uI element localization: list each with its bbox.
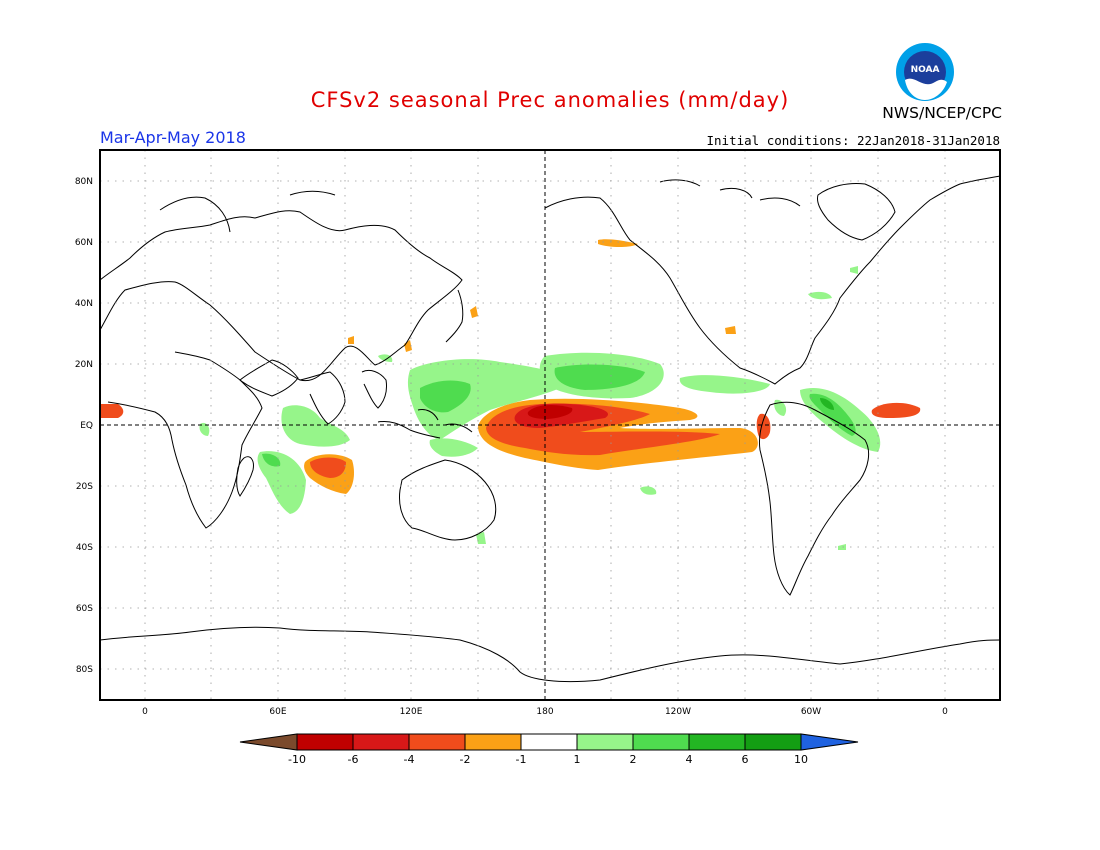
longitude-labels: 0 60E 120E 180 120W 60W 0 [142, 707, 948, 717]
graticule [100, 150, 1000, 700]
dry-anomaly-indian-ocean-core [310, 457, 346, 478]
wet-anomaly-east-atlantic [199, 422, 210, 436]
dry-anomaly-alaska [598, 239, 638, 247]
lon-label: 120E [400, 707, 423, 717]
wet-anomaly-speck [850, 266, 858, 274]
colorbar-swatch [520, 733, 578, 751]
colorbar-swatch [464, 733, 522, 751]
coastline-southeast-asia [361, 369, 387, 409]
colorbar-swatch [296, 733, 354, 751]
wet-anomaly-caribbean [679, 375, 770, 394]
noaa-logo: NOAA [896, 43, 954, 101]
wet-anomaly-colombia [774, 399, 787, 416]
colorbar-tick-label: -2 [460, 753, 471, 766]
lat-label: 60S [76, 604, 93, 614]
lon-label: 0 [942, 707, 948, 717]
map-frame [99, 149, 1001, 701]
reference-lines [100, 150, 1000, 700]
colorbar-tick-label: 4 [686, 753, 693, 766]
dry-speck [348, 336, 354, 344]
wet-anomaly-nw-pacific [407, 359, 575, 440]
colorbar-swatch [352, 733, 410, 751]
colorbar-tick-label: 6 [742, 753, 749, 766]
colorbar-tick-label: 10 [794, 753, 808, 766]
wet-anomaly-amazon-peak [820, 398, 834, 410]
colorbar-tick-label: 1 [574, 753, 581, 766]
lon-label: 60W [801, 707, 821, 717]
coastline-europe-north [159, 190, 336, 233]
precip-anomaly-shading [100, 239, 921, 550]
svg-text:NOAA: NOAA [911, 65, 940, 75]
lat-label: 80S [76, 665, 93, 675]
coastline-eurasia-africa [100, 210, 463, 382]
colorbar-swatch [408, 733, 466, 751]
colorbar-tick-label: -10 [288, 753, 306, 766]
lat-label: 60N [75, 238, 93, 248]
wet-anomaly-speck [378, 354, 393, 362]
colorbar-tick-label: -4 [404, 753, 415, 766]
lat-label: 80N [75, 177, 93, 187]
coastline-australia [399, 459, 497, 541]
lat-label: EQ [80, 421, 93, 431]
wet-anomaly-indian-ocean-south-core [262, 453, 281, 467]
lon-label: 0 [142, 707, 148, 717]
colorbar-swatch [744, 733, 802, 751]
initial-conditions-label: Initial conditions: 22Jan2018-31Jan2018 [706, 133, 1001, 148]
coastline-antarctica [100, 626, 1000, 683]
lon-label: 60E [269, 707, 286, 717]
dry-speck [470, 306, 478, 318]
dry-anomaly-mid-atlantic [871, 402, 921, 418]
dry-speck [725, 326, 736, 334]
wet-anomaly-indian-ocean-west [281, 405, 350, 447]
coastline-india [299, 371, 346, 425]
wet-anomaly-north-atlantic [808, 291, 832, 300]
wet-anomaly-subtropical-pacific-core [554, 364, 645, 390]
coastline-arctic-islands [659, 179, 801, 207]
coastline-north-america [544, 175, 1000, 385]
wet-anomaly-nw-pacific-core [420, 380, 471, 413]
wet-anomaly-speck [476, 532, 486, 544]
colorbar-swatch [576, 733, 634, 751]
colorbar-arrow-low [239, 733, 298, 751]
colorbar: -10 -6 -4 -2 -1 1 2 4 6 10 [239, 733, 859, 766]
colorbar-tick-label: -1 [516, 753, 527, 766]
season-label: Mar-Apr-May 2018 [100, 128, 246, 147]
lon-label: 120W [665, 707, 691, 717]
coastline-greenland [817, 183, 896, 241]
coastline-japan [445, 289, 464, 343]
colorbar-swatch [688, 733, 746, 751]
map-title: CFSv2 seasonal Prec anomalies (mm/day) [310, 88, 790, 112]
dry-anomaly-ecuador [756, 413, 771, 440]
dry-anomaly-pacific-peak [527, 404, 573, 419]
wet-anomaly-speck [838, 544, 846, 550]
lat-label: 20N [75, 360, 93, 370]
colorbar-tick-label: -6 [348, 753, 359, 766]
coastline-south-america [759, 401, 870, 596]
lat-label: 40N [75, 299, 93, 309]
coastline-arabia [239, 359, 299, 397]
wet-anomaly-indian-ocean-south [257, 451, 306, 514]
latitude-labels: 80N 60N 40N 20N EQ 20S 40S 60S 80S [75, 177, 93, 675]
agency-label: NWS/NCEP/CPC [882, 104, 1002, 122]
wet-anomaly-maritime-continent [429, 438, 478, 457]
colorbar-arrow-high [800, 733, 859, 751]
coastline-africa [107, 351, 263, 529]
wet-anomaly-speck [640, 486, 657, 495]
lon-label: 180 [536, 707, 553, 717]
coastline-madagascar [236, 456, 254, 497]
colorbar-tick-label: 2 [630, 753, 637, 766]
colorbar-swatch [632, 733, 690, 751]
lat-label: 20S [76, 482, 93, 492]
dry-anomaly-east-atlantic [100, 404, 124, 418]
lat-label: 40S [76, 543, 93, 553]
